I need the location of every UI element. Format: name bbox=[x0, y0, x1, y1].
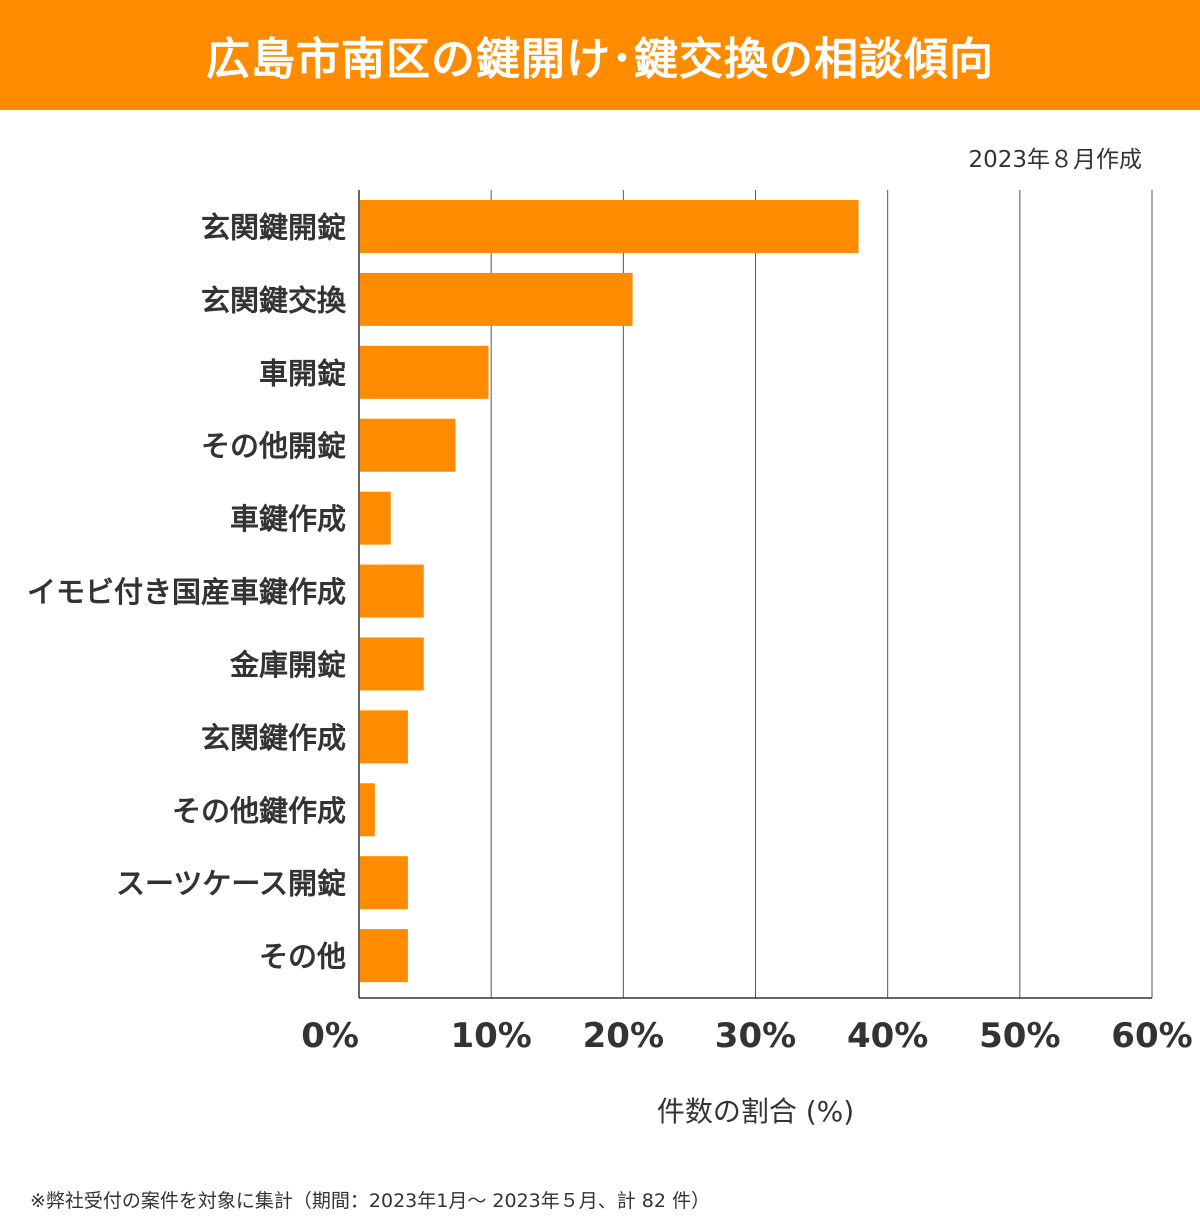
bar bbox=[360, 345, 489, 399]
x-tick-label: 30% bbox=[715, 1016, 796, 1056]
bar bbox=[360, 710, 408, 764]
x-axis-label: 件数の割合 (%) bbox=[656, 1095, 855, 1128]
bar bbox=[360, 491, 391, 545]
bar bbox=[360, 856, 408, 910]
date-note: 2023年８月作成 bbox=[968, 147, 1142, 173]
category-label: その他 bbox=[259, 940, 346, 974]
bar bbox=[360, 783, 375, 837]
x-tick-label: 10% bbox=[450, 1016, 531, 1056]
category-label: スーツケース開錠 bbox=[116, 867, 346, 901]
bar bbox=[360, 564, 424, 618]
x-tick-label: 0% bbox=[301, 1016, 359, 1056]
x-tick-label: 50% bbox=[979, 1016, 1060, 1056]
category-label: 玄関鍵作成 bbox=[201, 721, 346, 755]
bar bbox=[360, 418, 456, 472]
footnote: ※弊社受付の案件を対象に集計（期間：2023年1月～ 2023年５月、計 82 … bbox=[30, 1190, 711, 1212]
category-label: 玄関鍵交換 bbox=[201, 283, 347, 317]
bar bbox=[360, 929, 408, 983]
x-tick-label: 60% bbox=[1111, 1016, 1192, 1056]
bar bbox=[360, 272, 633, 326]
bar bbox=[360, 200, 859, 253]
chart-title: 広島市南区の鍵開け･鍵交換の相談傾向 bbox=[206, 34, 994, 85]
x-tick-label: 20% bbox=[583, 1016, 664, 1056]
category-label: 車開錠 bbox=[259, 356, 346, 390]
category-label: その他開錠 bbox=[201, 429, 346, 463]
x-tick-label: 40% bbox=[847, 1016, 928, 1056]
category-label: 車鍵作成 bbox=[230, 502, 346, 536]
category-label: 玄関鍵開錠 bbox=[201, 211, 346, 245]
category-label: その他鍵作成 bbox=[172, 794, 346, 828]
category-label: イモビ付き国産車鍵作成 bbox=[27, 575, 346, 609]
category-label: 金庫開錠 bbox=[229, 648, 346, 682]
bar bbox=[360, 637, 424, 691]
header-banner: 広島市南区の鍵開け･鍵交換の相談傾向 bbox=[0, 0, 1200, 110]
